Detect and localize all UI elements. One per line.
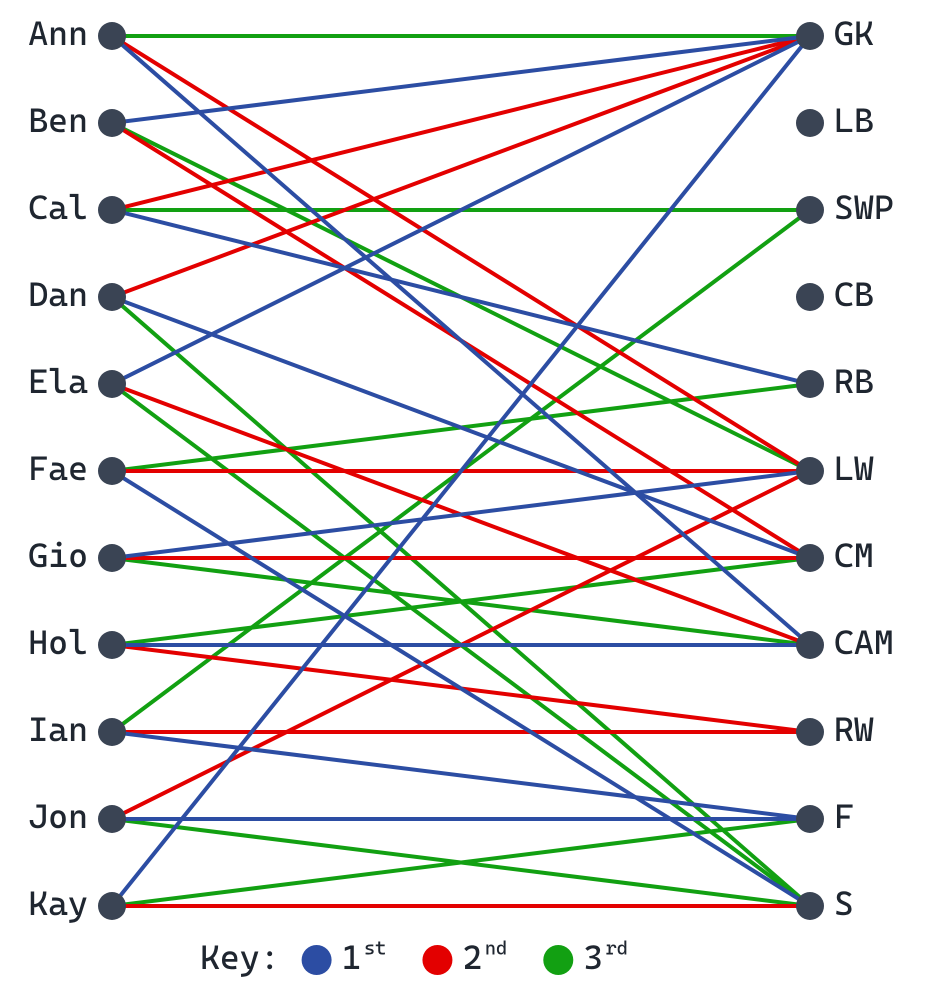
right-label-LB: LB xyxy=(834,100,874,140)
right-node-CAM xyxy=(796,631,824,659)
left-label-Gio: Gio xyxy=(28,535,88,575)
legend-prefix: Key: xyxy=(200,937,280,977)
legend-num-rank3: 3 xyxy=(583,937,603,977)
right-label-CB: CB xyxy=(834,274,874,314)
left-node-Gio xyxy=(98,544,126,572)
left-node-Fae xyxy=(98,457,126,485)
left-label-Ann: Ann xyxy=(28,13,88,53)
right-label-CM: CM xyxy=(834,535,874,575)
right-node-RW xyxy=(796,718,824,746)
legend-num-rank1: 1 xyxy=(342,937,362,977)
legend-dot-rank1 xyxy=(302,945,332,975)
right-label-LW: LW xyxy=(834,448,874,488)
edge-Ann-LW-rank2 xyxy=(112,36,810,471)
left-label-Cal: Cal xyxy=(28,187,88,227)
right-node-S xyxy=(796,892,824,920)
right-node-F xyxy=(796,805,824,833)
right-node-LW xyxy=(796,457,824,485)
right-node-LB xyxy=(796,109,824,137)
left-label-Ela: Ela xyxy=(28,361,88,401)
right-label-RW: RW xyxy=(834,709,874,749)
legend-dot-rank2 xyxy=(422,945,452,975)
left-node-Cal xyxy=(98,196,126,224)
right-label-CAM: CAM xyxy=(834,622,894,662)
edges-layer xyxy=(112,36,810,906)
left-node-Ben xyxy=(98,109,126,137)
right-node-CB xyxy=(796,283,824,311)
legend-ord-rank3: rd xyxy=(606,938,628,960)
left-node-Ann xyxy=(98,22,126,50)
edge-Dan-CM-rank1 xyxy=(112,297,810,558)
left-label-Jon: Jon xyxy=(28,796,88,836)
edge-Ben-GK-rank1 xyxy=(112,36,810,123)
left-node-Jon xyxy=(98,805,126,833)
left-label-Ben: Ben xyxy=(28,100,88,140)
left-node-Ela xyxy=(98,370,126,398)
right-node-RB xyxy=(796,370,824,398)
edge-Cal-RB-rank1 xyxy=(112,210,810,384)
edge-Ann-CAM-rank1 xyxy=(112,36,810,645)
left-label-Dan: Dan xyxy=(28,274,88,314)
right-node-GK xyxy=(796,22,824,50)
preference-diagram: Ann Ben Cal Dan Ela Fae Gio Hol Ian Jon Kay GK LB SWP… xyxy=(0,0,952,994)
right-node-SWP xyxy=(796,196,824,224)
right-label-RB: RB xyxy=(834,361,874,401)
right-label-F: F xyxy=(834,796,854,836)
labels-layer: Ann Ben Cal Dan Ela Fae Gio Hol Ian Jon Kay GK LB SWP… xyxy=(28,13,894,923)
left-label-Hol: Hol xyxy=(28,622,88,662)
left-node-Kay xyxy=(98,892,126,920)
legend-ord-rank2: nd xyxy=(485,938,507,960)
left-label-Kay: Kay xyxy=(28,883,88,923)
right-label-GK: GK xyxy=(834,13,874,53)
right-node-CM xyxy=(796,544,824,572)
legend: Key: 1st 2nd 3rd xyxy=(200,937,628,977)
left-node-Ian xyxy=(98,718,126,746)
left-node-Hol xyxy=(98,631,126,659)
legend-dot-rank3 xyxy=(543,945,573,975)
edge-Fae-S-rank1 xyxy=(112,471,810,906)
legend-num-rank2: 2 xyxy=(462,937,482,977)
legend-ord-rank1: st xyxy=(364,938,386,960)
right-label-SWP: SWP xyxy=(834,187,894,227)
left-label-Ian: Ian xyxy=(28,709,88,749)
right-label-S: S xyxy=(834,883,854,923)
edge-Cal-GK-rank2 xyxy=(112,36,810,210)
left-node-Dan xyxy=(98,283,126,311)
left-label-Fae: Fae xyxy=(28,448,88,488)
edge-Gio-LW-rank1 xyxy=(112,471,810,558)
